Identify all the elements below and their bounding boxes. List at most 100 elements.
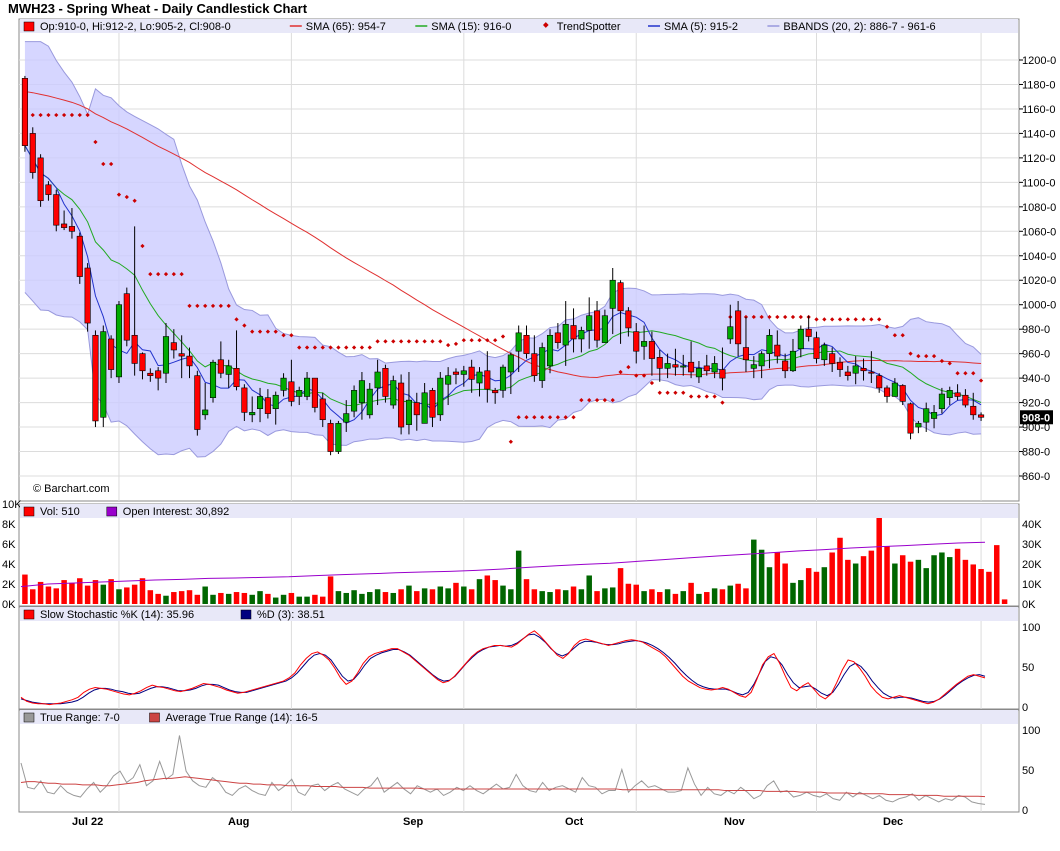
- candle-down: [131, 334, 138, 364]
- volume-bar: [53, 588, 60, 604]
- volume-bar: [1001, 599, 1008, 604]
- candle-down: [92, 334, 99, 422]
- volume-bar: [892, 563, 898, 604]
- volume-bar: [453, 582, 459, 604]
- volume-bar: [163, 595, 169, 604]
- candle-up: [711, 363, 718, 373]
- axis-label-layer: 1200-0 1180-0 1160-0 1140-0 1120-0 1100-0 1080…: [2, 55, 1056, 828]
- trendspotter-dot: [171, 271, 176, 277]
- volume-bar: [774, 552, 781, 604]
- stochastic-layer: [20, 630, 986, 706]
- volume-bar: [445, 588, 451, 604]
- candle-down: [37, 157, 44, 202]
- volume-tick-right: 40K: [1022, 519, 1042, 531]
- candle-down: [139, 353, 146, 372]
- volume-bar: [719, 589, 726, 604]
- trendspotter-dot: [720, 400, 725, 405]
- volume-bar: [296, 596, 302, 604]
- trendspotter-dot: [469, 338, 474, 343]
- candle-down: [844, 371, 851, 376]
- volume-legend-background: [20, 504, 1018, 518]
- volume-bar: [69, 582, 75, 604]
- volume-bar: [664, 589, 671, 604]
- volume-bar: [994, 545, 1000, 604]
- trendspotter-dot: [916, 353, 921, 359]
- candle-up: [421, 392, 428, 424]
- trendspotter-dot: [156, 271, 161, 277]
- volume-bar: [492, 580, 498, 604]
- trendspotter-dot: [438, 339, 443, 344]
- trendspotter-dot: [908, 351, 913, 356]
- month-label: Nov: [724, 816, 746, 828]
- trendspotter-dot: [109, 161, 114, 167]
- volume-bar: [414, 591, 420, 604]
- candle-down: [648, 341, 655, 359]
- trendspotter-dot: [696, 394, 702, 399]
- trendspotter-dot: [375, 339, 380, 344]
- volume-bar: [374, 589, 381, 604]
- candle-down: [805, 328, 812, 337]
- volume-bar: [711, 588, 718, 604]
- trendspotter-dot: [461, 338, 466, 343]
- volume-bar: [92, 580, 99, 604]
- bollinger-band-fill: [24, 41, 982, 458]
- legend-swatch: [23, 21, 35, 32]
- trendspotter-dot: [924, 353, 929, 359]
- volume-bar: [508, 589, 514, 604]
- candle-up: [374, 371, 381, 389]
- candle-up: [938, 393, 945, 410]
- volume-bar: [155, 593, 161, 604]
- candle-up: [507, 354, 514, 373]
- trendspotter-dot: [163, 271, 169, 277]
- trendspotter-dot: [673, 390, 678, 395]
- volume-tick-left: 0K: [2, 599, 16, 611]
- barchart-credit: © Barchart.com: [33, 483, 110, 495]
- volume-bar: [578, 589, 585, 604]
- price-tick-label: 1200-0: [1022, 55, 1056, 67]
- volume-bar: [899, 555, 906, 604]
- trendspotter-dot: [210, 303, 216, 309]
- trendspotter-dot: [367, 345, 372, 350]
- price-tick-label: 1100-0: [1022, 177, 1055, 189]
- volume-bar: [986, 571, 992, 604]
- price-tick-label: 1040-0: [1022, 251, 1056, 263]
- trendspotter-dot: [132, 198, 137, 203]
- trendspotter-dot: [798, 314, 803, 320]
- volume-bar: [923, 568, 929, 604]
- candle-down: [45, 184, 52, 195]
- stochastic-tick-label: 100: [1022, 622, 1040, 634]
- candle-up: [641, 341, 648, 347]
- volume-bar: [210, 594, 216, 604]
- trendspotter-dot: [516, 415, 521, 420]
- volume-bar: [727, 585, 734, 604]
- candle-up: [586, 315, 593, 331]
- candle-down: [813, 337, 820, 359]
- trendspotter-dot: [453, 341, 459, 346]
- candle-down: [907, 403, 914, 434]
- trendspotter-dot: [594, 398, 600, 403]
- trendspotter-dot: [563, 415, 568, 420]
- volume-bar: [288, 592, 295, 604]
- candle-up: [272, 394, 279, 410]
- trendspotter-dot: [250, 329, 255, 334]
- volume-bar: [84, 585, 91, 604]
- volume-bar: [531, 589, 538, 604]
- trendspotter-dot: [218, 303, 223, 309]
- candle-up: [405, 399, 412, 425]
- candle-up: [249, 412, 256, 416]
- candle-up: [758, 353, 765, 367]
- candle-down: [170, 342, 177, 351]
- trendspotter-dot: [931, 353, 937, 359]
- trendspotter-dot: [430, 339, 435, 344]
- volume-bar: [241, 592, 248, 604]
- trendspotter-dot: [540, 415, 545, 420]
- stochastic-k-line: [20, 630, 986, 706]
- trendspotter-dot: [500, 334, 506, 339]
- sma65-line: [24, 90, 982, 378]
- candle-up: [162, 336, 170, 374]
- volume-bar: [272, 597, 279, 604]
- trendspotter-dot: [203, 303, 208, 309]
- trendspotter-dot: [939, 358, 945, 364]
- candle-down: [978, 414, 985, 418]
- trendspotter-dot: [783, 314, 788, 320]
